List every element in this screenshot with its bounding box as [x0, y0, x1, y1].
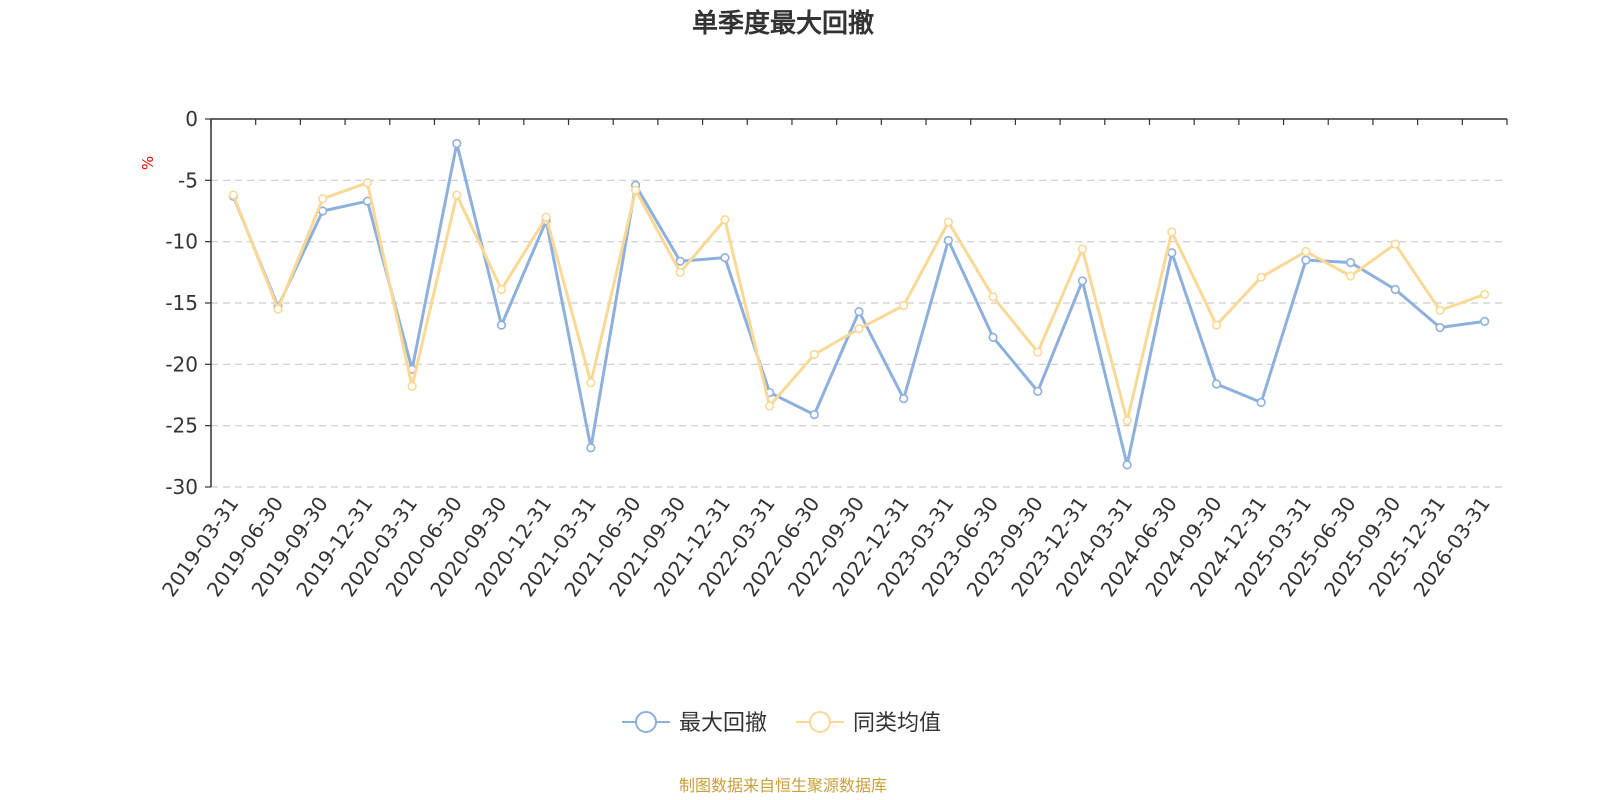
y-tick-label: -5 — [178, 168, 198, 192]
data-point — [809, 410, 819, 420]
data-point — [586, 378, 596, 388]
data-point — [899, 300, 909, 311]
y-tick-label: -20 — [165, 352, 198, 376]
data-point — [1077, 276, 1088, 286]
data-point — [273, 304, 283, 314]
data-point — [541, 212, 551, 222]
data-point — [1122, 416, 1132, 426]
data-point — [407, 381, 417, 392]
x-axis: 2019-03-312019-06-302019-09-302019-12-31… — [157, 118, 1508, 601]
legend-item-2[interactable]: 同类均值 — [796, 711, 941, 736]
legend-label: 最大回撤 — [679, 711, 767, 736]
data-point — [1435, 322, 1445, 333]
gridlines — [211, 179, 1507, 488]
data-point — [1480, 289, 1490, 300]
data-point — [1211, 320, 1222, 330]
data-point — [988, 292, 998, 302]
data-point — [362, 178, 373, 188]
data-point — [586, 443, 596, 453]
data-point — [943, 217, 953, 227]
data-point — [1301, 246, 1311, 257]
data-point — [765, 401, 775, 411]
legend: 最大回撤 同类均值 — [622, 711, 941, 736]
data-point — [496, 284, 507, 295]
source-note: 制图数据来自恒生聚源数据库 — [679, 776, 887, 795]
data-point — [1480, 316, 1490, 327]
data-point — [452, 190, 462, 200]
data-point — [496, 320, 507, 330]
y-tick-label: -10 — [165, 230, 198, 254]
data-point — [1390, 284, 1400, 295]
data-point — [675, 267, 685, 277]
data-point — [943, 235, 953, 246]
data-point — [1301, 255, 1311, 265]
data-point — [1033, 386, 1043, 396]
legend-marker-icon — [635, 711, 657, 733]
data-point — [675, 256, 685, 266]
y-tick-label: -25 — [165, 414, 198, 438]
data-point — [854, 324, 864, 334]
data-point — [1435, 305, 1445, 315]
data-point — [720, 214, 730, 225]
series-line — [231, 181, 1486, 423]
legend-label: 同类均值 — [853, 711, 941, 736]
chart-title: 单季度最大回撤 — [692, 8, 874, 39]
data-point — [1167, 248, 1177, 258]
data-point — [318, 194, 328, 204]
y-axis: 0 -5 -10 -15 -20 -25 -30 — [165, 107, 212, 499]
y-tick-label: 0 — [185, 107, 198, 131]
data-point — [1122, 460, 1132, 470]
data-point — [1211, 379, 1222, 389]
data-point — [1077, 244, 1088, 254]
data-point — [630, 185, 641, 195]
y-tick-label: -15 — [165, 291, 198, 315]
data-point — [1167, 227, 1177, 237]
data-point — [1256, 397, 1266, 407]
series-1 — [228, 138, 1490, 470]
legend-marker-icon — [809, 711, 831, 733]
data-point — [899, 394, 909, 404]
data-point — [1256, 272, 1266, 282]
data-point — [988, 332, 998, 342]
series-layer — [228, 138, 1490, 470]
y-tick-label: -30 — [165, 475, 198, 499]
data-point — [854, 306, 864, 317]
series-2 — [228, 178, 1490, 426]
data-point — [1390, 239, 1400, 249]
data-point — [720, 253, 730, 263]
data-point — [1345, 257, 1356, 268]
data-point — [228, 190, 238, 200]
legend-item-1[interactable]: 最大回撤 — [622, 711, 767, 736]
y-axis-unit-label: % — [139, 156, 157, 170]
data-point — [809, 349, 819, 360]
data-point — [452, 138, 462, 149]
data-point — [1033, 347, 1043, 357]
data-point — [1345, 271, 1356, 281]
series-line — [231, 142, 1485, 467]
